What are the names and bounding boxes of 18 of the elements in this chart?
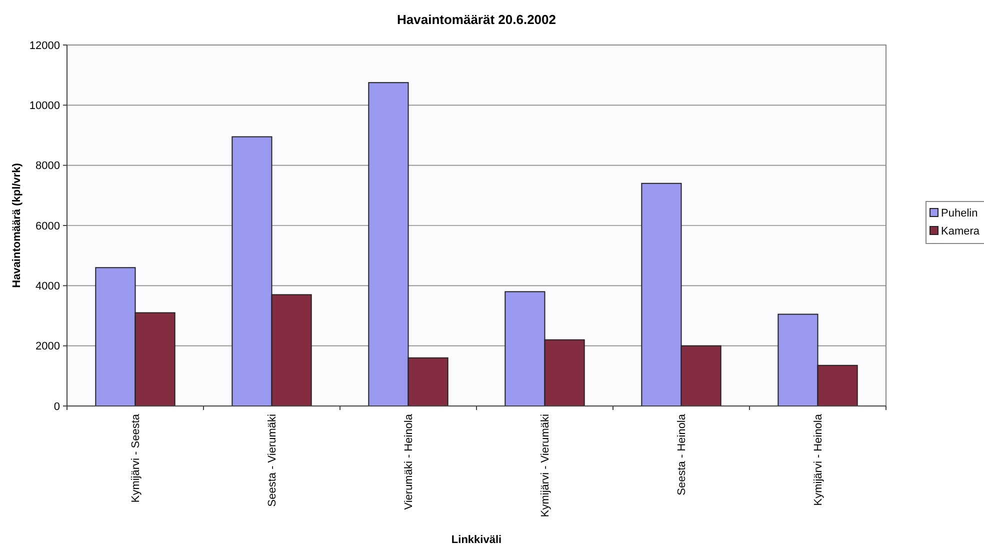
y-tick-label: 2000 <box>36 340 60 353</box>
x-tick-label: Seesta - Heinola <box>676 413 688 496</box>
y-tick-label: 8000 <box>36 160 60 172</box>
x-tick-label: Kymijärvi - Heinola <box>812 413 825 506</box>
x-tick-label: Seesta - Vierumäki <box>266 414 279 507</box>
y-axis-title: Havaintomäärä (kpl/vrk) <box>11 162 23 288</box>
legend-label: Kamera <box>941 225 980 238</box>
y-tick-label: 4000 <box>36 280 60 293</box>
x-axis-title: Linkkiväli <box>451 534 502 546</box>
x-tick-label: Kymijärvi - Vierumäki <box>540 414 552 518</box>
y-tick-label: 12000 <box>29 40 60 52</box>
x-tick-label: Vierumäki - Heinola <box>403 413 416 510</box>
y-tick-label: 10000 <box>29 100 60 112</box>
legend-label: Puhelin <box>941 207 978 220</box>
y-tick-label: 0 <box>54 400 60 413</box>
y-tick-label: 6000 <box>36 220 60 232</box>
x-tick-label: Kymijärvi - Seesta <box>130 413 142 503</box>
chart-title: Havaintomäärät 20.6.2002 <box>397 12 556 27</box>
